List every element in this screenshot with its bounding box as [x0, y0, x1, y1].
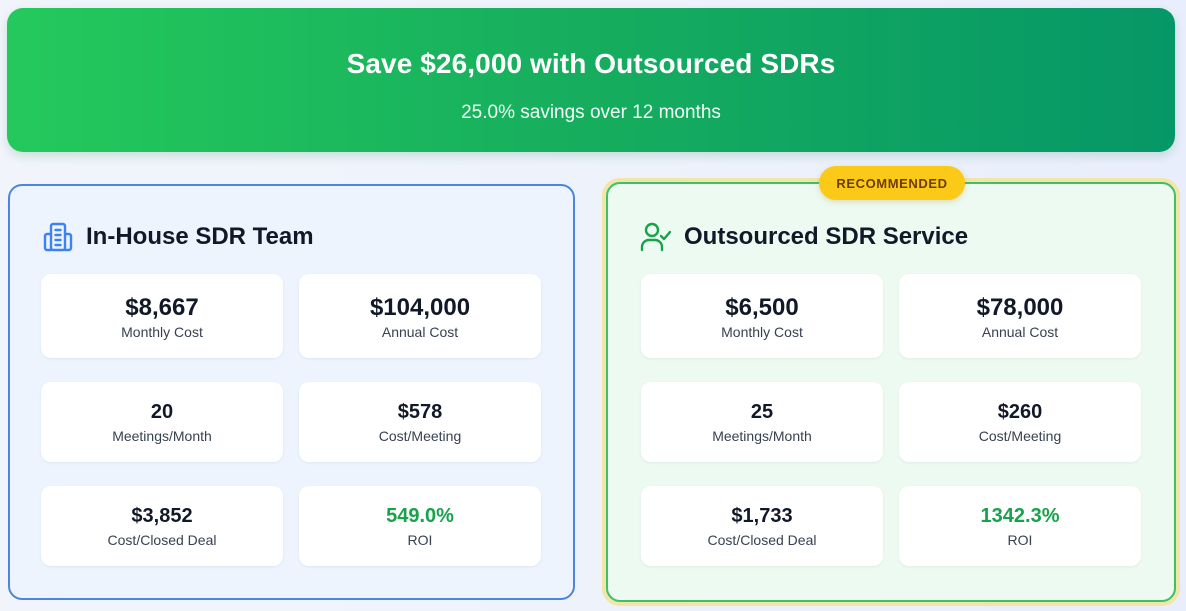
metric-value: $78,000 [976, 294, 1064, 321]
metric-label: Annual Cost [981, 324, 1059, 340]
savings-title: Save $26,000 with Outsourced SDRs [346, 48, 836, 79]
metric-label: Cost/Closed Deal [707, 532, 817, 548]
outsourced-cost-per-deal-card: $1,733 Cost/Closed Deal [641, 486, 883, 566]
metric-label: Cost/Meeting [978, 428, 1062, 444]
inhouse-roi-card: 549.0% ROI [299, 486, 541, 566]
savings-banner: Save $26,000 with Outsourced SDRs 25.0% … [7, 8, 1175, 152]
outsourced-panel: RECOMMENDED Outsourced SDR Service $6,50… [606, 166, 1176, 602]
outsourced-monthly-cost-card: $6,500 Monthly Cost [641, 274, 883, 358]
metric-value: $104,000 [369, 294, 471, 321]
metric-label: ROI [1007, 532, 1033, 548]
metric-label: ROI [407, 532, 433, 548]
inhouse-panel: In-House SDR Team $8,667 Monthly Cost $1… [8, 184, 575, 600]
metric-value: $8,667 [125, 294, 199, 321]
roi-value: 549.0% [386, 505, 454, 527]
roi-value: 1342.3% [980, 505, 1060, 527]
inhouse-annual-cost-card: $104,000 Annual Cost [299, 274, 541, 358]
metric-label: Monthly Cost [121, 324, 203, 340]
user-check-icon [640, 221, 672, 253]
metric-value: $6,500 [725, 294, 799, 321]
metric-value: 20 [150, 401, 174, 423]
savings-subtitle: 25.0% savings over 12 months [461, 102, 721, 123]
metric-label: Monthly Cost [721, 324, 803, 340]
metric-value: $260 [997, 401, 1043, 423]
metric-label: Annual Cost [381, 324, 459, 340]
outsourced-cost-per-meeting-card: $260 Cost/Meeting [899, 382, 1141, 462]
outsourced-title: Outsourced SDR Service [684, 223, 969, 250]
inhouse-header: In-House SDR Team [42, 220, 314, 254]
inhouse-cost-per-deal-card: $3,852 Cost/Closed Deal [41, 486, 283, 566]
inhouse-cost-per-meeting-card: $578 Cost/Meeting [299, 382, 541, 462]
outsourced-annual-cost-card: $78,000 Annual Cost [899, 274, 1141, 358]
recommended-badge: RECOMMENDED [819, 166, 965, 200]
outsourced-meetings-card: 25 Meetings/Month [641, 382, 883, 462]
metric-label: Meetings/Month [712, 428, 812, 444]
inhouse-title: In-House SDR Team [86, 223, 314, 250]
metric-label: Cost/Closed Deal [107, 532, 217, 548]
inhouse-monthly-cost-card: $8,667 Monthly Cost [41, 274, 283, 358]
metric-value: $3,852 [131, 505, 193, 527]
metric-value: 25 [750, 401, 774, 423]
metric-label: Meetings/Month [112, 428, 212, 444]
metric-value: $1,733 [731, 505, 793, 527]
metric-value: $578 [397, 401, 443, 423]
outsourced-header: Outsourced SDR Service [640, 220, 968, 254]
inhouse-meetings-card: 20 Meetings/Month [41, 382, 283, 462]
metric-label: Cost/Meeting [378, 428, 462, 444]
building-icon [42, 221, 74, 253]
outsourced-roi-card: 1342.3% ROI [899, 486, 1141, 566]
